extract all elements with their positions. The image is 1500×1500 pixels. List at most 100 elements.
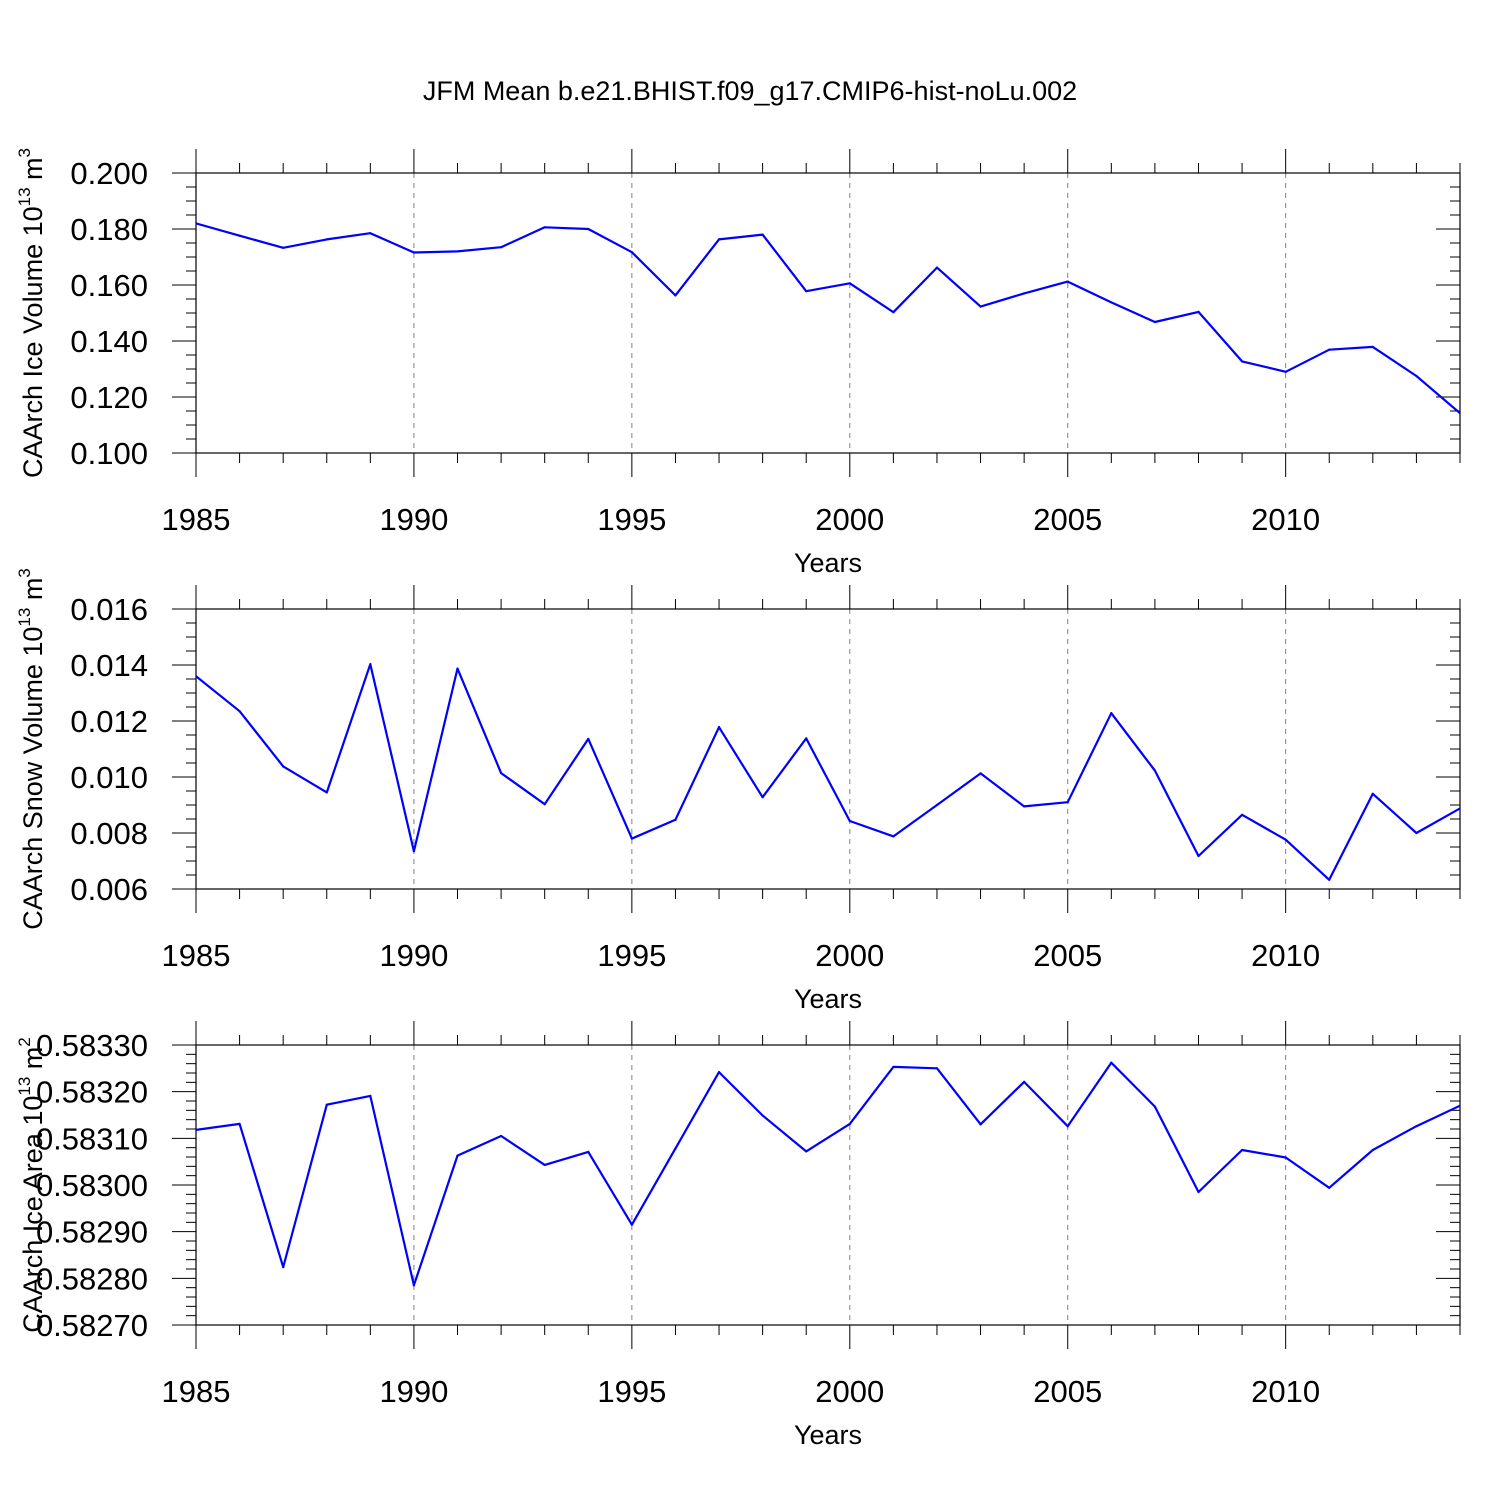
data-point bbox=[543, 1163, 546, 1167]
data-point bbox=[848, 819, 851, 823]
data-point bbox=[717, 726, 721, 729]
data-point bbox=[196, 1128, 198, 1132]
y-axis-label-superscript: 13 bbox=[15, 187, 34, 206]
data-point bbox=[587, 227, 590, 231]
data-point bbox=[1371, 345, 1374, 348]
data-point bbox=[1023, 805, 1026, 808]
data-point bbox=[1458, 807, 1460, 810]
data-point bbox=[630, 1223, 633, 1226]
data-point bbox=[1458, 1104, 1460, 1107]
data-point bbox=[1415, 374, 1418, 378]
x-tick-label: 1985 bbox=[162, 938, 231, 973]
data-point bbox=[543, 803, 546, 806]
data-point bbox=[630, 251, 633, 254]
y-tick-label: 0.200 bbox=[70, 156, 148, 191]
y-tick-label: 0.180 bbox=[70, 212, 148, 247]
x-tick-label: 1995 bbox=[597, 938, 666, 973]
data-point bbox=[805, 1150, 808, 1153]
plot-frame bbox=[195, 608, 1461, 890]
x-tick-label: 1990 bbox=[379, 502, 448, 537]
data-point bbox=[1066, 1125, 1069, 1128]
data-point bbox=[238, 1122, 241, 1125]
data-point bbox=[325, 791, 328, 794]
y-tick-label: 0.120 bbox=[70, 380, 148, 415]
y-tick-label: 0.58290 bbox=[36, 1215, 148, 1250]
data-point bbox=[979, 305, 982, 308]
data-point bbox=[587, 737, 590, 741]
data-point bbox=[456, 250, 459, 253]
data-point bbox=[1371, 792, 1374, 795]
data-point bbox=[1153, 769, 1156, 772]
data-point bbox=[456, 667, 459, 670]
data-point bbox=[369, 1094, 372, 1097]
data-point bbox=[500, 771, 503, 775]
y-axis-label-part: m bbox=[18, 157, 48, 187]
x-tick-label: 2010 bbox=[1251, 938, 1320, 973]
y-axis-label: CAArch Ice Area 1013 m2 bbox=[15, 1037, 48, 1333]
data-point bbox=[1240, 1148, 1244, 1152]
series-line bbox=[196, 1061, 1460, 1287]
data-point bbox=[1066, 280, 1069, 283]
data-point bbox=[1023, 1080, 1026, 1083]
data-point bbox=[1284, 1156, 1287, 1159]
y-axis-label-superscript: 3 bbox=[15, 148, 34, 157]
x-tick-label: 1985 bbox=[162, 502, 231, 537]
x-tick-label: 2000 bbox=[815, 502, 884, 537]
data-point bbox=[674, 294, 677, 297]
y-tick-label: 0.012 bbox=[70, 704, 148, 739]
y-tick-label: 0.006 bbox=[70, 872, 148, 907]
data-point bbox=[369, 232, 372, 235]
data-point bbox=[1153, 320, 1156, 324]
x-tick-label: 1990 bbox=[379, 1374, 448, 1409]
figure-title: JFM Mean b.e21.BHIST.f09_g17.CMIP6-hist-… bbox=[423, 76, 1077, 106]
y-tick-label: 0.58300 bbox=[36, 1168, 148, 1203]
y-axis-label-part: m bbox=[18, 1047, 48, 1077]
data-point bbox=[674, 1147, 677, 1150]
data-point bbox=[1153, 1105, 1156, 1108]
data-point bbox=[1110, 1061, 1113, 1064]
y-tick-label: 0.58280 bbox=[36, 1261, 148, 1296]
data-point bbox=[282, 1266, 285, 1269]
data-point bbox=[935, 803, 939, 807]
x-tick-label: 2000 bbox=[815, 1374, 884, 1409]
x-tick-label: 2010 bbox=[1251, 502, 1320, 537]
y-tick-label: 0.58330 bbox=[36, 1028, 148, 1063]
data-point bbox=[979, 1123, 982, 1126]
x-tick-label: 2005 bbox=[1033, 938, 1102, 973]
data-point bbox=[1240, 360, 1244, 363]
data-point bbox=[196, 675, 198, 678]
data-point bbox=[848, 282, 851, 285]
y-tick-label: 0.160 bbox=[70, 268, 148, 303]
ice-volume-panel: 0.100 0.120 0.140 0.160 0.180 0.200 1985 1990 19… bbox=[15, 148, 1461, 578]
series-line bbox=[196, 663, 1460, 881]
data-point bbox=[1371, 1148, 1374, 1152]
data-point bbox=[1110, 712, 1113, 715]
data-point bbox=[500, 1134, 503, 1138]
data-point bbox=[1328, 878, 1331, 881]
y-tick-label: 0.58310 bbox=[36, 1121, 148, 1156]
data-point bbox=[1415, 831, 1418, 835]
data-point bbox=[1197, 1190, 1200, 1194]
data-point bbox=[1458, 412, 1460, 415]
data-point bbox=[282, 246, 285, 249]
x-tick-label: 2010 bbox=[1251, 1374, 1320, 1409]
y-axis-label-part: CAArch Ice Volume 10 bbox=[18, 206, 48, 478]
data-point bbox=[1240, 813, 1244, 816]
x-tick-label: 2000 bbox=[815, 938, 884, 973]
data-point bbox=[848, 1122, 851, 1125]
x-tick-label: 1985 bbox=[162, 1374, 231, 1409]
data-point bbox=[805, 737, 808, 740]
snow-volume-panel: 0.006 0.008 0.010 0.012 0.014 0.016 1985 1990 19… bbox=[15, 568, 1461, 1014]
data-point bbox=[1066, 801, 1069, 804]
data-point bbox=[717, 1070, 721, 1074]
data-point bbox=[587, 1150, 590, 1153]
data-point bbox=[935, 1067, 939, 1070]
data-point bbox=[412, 850, 416, 853]
x-axis-label: Years bbox=[794, 548, 862, 578]
data-point bbox=[325, 238, 328, 241]
data-point bbox=[369, 663, 372, 666]
y-axis-label-part: CAArch Snow Volume 10 bbox=[18, 627, 48, 930]
data-point bbox=[238, 234, 241, 237]
x-axis-label: Years bbox=[794, 984, 862, 1014]
y-axis-label-part: CAArch Ice Area 10 bbox=[18, 1096, 48, 1333]
